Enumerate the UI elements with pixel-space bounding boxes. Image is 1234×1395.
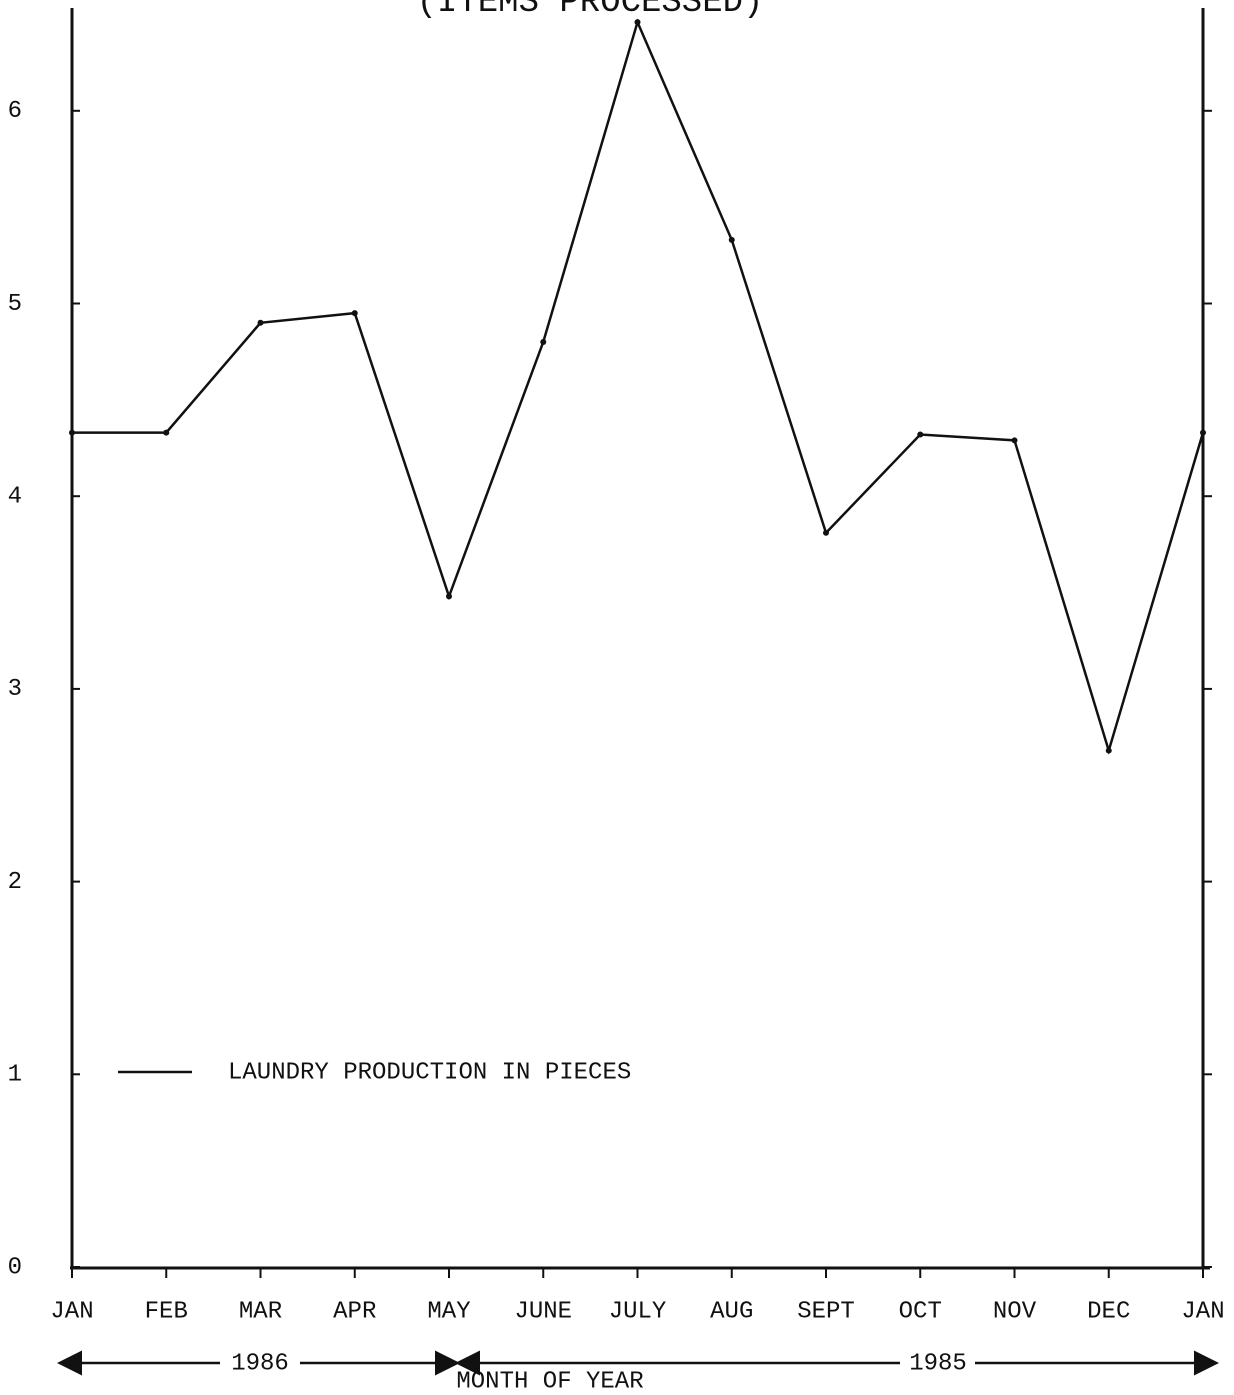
year-label: 1986 <box>231 1350 289 1377</box>
data-point <box>823 529 829 536</box>
data-line <box>72 18 1205 755</box>
data-point <box>634 19 641 26</box>
x-axis-label: MONTH OF YEAR <box>456 1368 643 1395</box>
legend-label: LAUNDRY PRODUCTION IN PIECES <box>228 1059 631 1086</box>
x-tick-label: MAR <box>239 1298 282 1325</box>
x-tick-label: NOV <box>993 1298 1037 1325</box>
data-point <box>69 429 75 436</box>
x-tick-label: APR <box>333 1298 376 1325</box>
data-point <box>1011 437 1018 444</box>
y-tick-label: 0 <box>8 1254 22 1281</box>
x-tick-label: JAN <box>50 1298 93 1325</box>
x-tick-label: AUG <box>710 1298 753 1325</box>
data-point <box>257 319 264 326</box>
y-tick-label: 4 <box>8 484 22 511</box>
y-tick-label: 1 <box>8 1062 22 1089</box>
x-tick-label: JUNE <box>514 1298 572 1325</box>
y-tick-label: 5 <box>8 291 22 318</box>
data-point <box>351 310 358 317</box>
data-point <box>163 429 170 436</box>
x-tick-label: OCT <box>899 1298 942 1325</box>
x-tick-label: MAY <box>427 1298 470 1325</box>
x-tick-label: SEPT <box>797 1298 855 1325</box>
data-point <box>1200 429 1206 436</box>
x-tick-label: FEB <box>145 1298 188 1325</box>
x-tick-label: DEC <box>1087 1298 1130 1325</box>
data-point <box>1105 747 1112 754</box>
data-point <box>446 593 452 600</box>
year-label: 1985 <box>909 1350 967 1377</box>
y-tick-label: 2 <box>8 869 22 896</box>
y-tick-label: 6 <box>8 98 22 125</box>
y-tick-label: 3 <box>8 676 22 703</box>
x-tick-label: JULY <box>609 1298 667 1325</box>
x-tick-label: JAN <box>1181 1298 1224 1325</box>
data-point <box>540 339 547 346</box>
data-point <box>728 236 735 243</box>
data-point <box>917 431 924 438</box>
chart-title: (ITEMS PROCESSED) <box>417 0 764 22</box>
